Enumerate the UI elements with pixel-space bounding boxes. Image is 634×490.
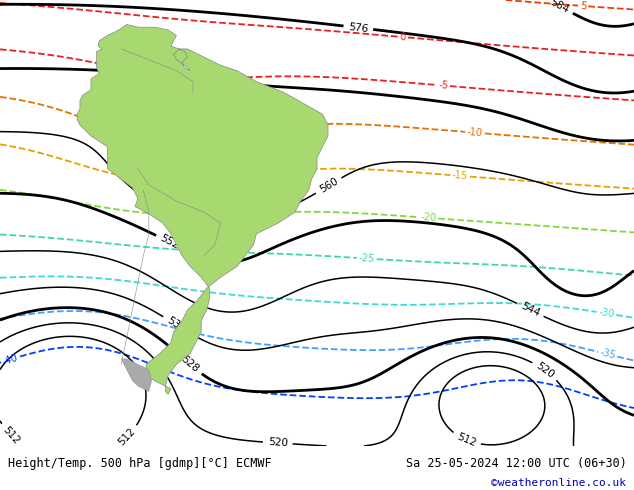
Text: 0: 0 xyxy=(399,32,406,42)
Text: -5: -5 xyxy=(438,80,448,91)
Text: -25: -25 xyxy=(359,253,375,264)
Text: 512: 512 xyxy=(1,425,21,446)
Text: Sa 25-05-2024 12:00 UTC (06+30): Sa 25-05-2024 12:00 UTC (06+30) xyxy=(406,457,626,470)
Text: 512: 512 xyxy=(117,426,138,447)
Text: 560: 560 xyxy=(318,176,340,195)
Text: 520: 520 xyxy=(268,438,288,449)
Text: ©weatheronline.co.uk: ©weatheronline.co.uk xyxy=(491,478,626,488)
Text: 576: 576 xyxy=(348,22,369,34)
Text: 5: 5 xyxy=(579,1,586,11)
Text: -40: -40 xyxy=(2,352,20,367)
Text: -10: -10 xyxy=(467,127,483,138)
Text: -15: -15 xyxy=(452,170,469,181)
Polygon shape xyxy=(121,359,152,392)
Text: Height/Temp. 500 hPa [gdmp][°C] ECMWF: Height/Temp. 500 hPa [gdmp][°C] ECMWF xyxy=(8,457,271,470)
Polygon shape xyxy=(77,24,328,394)
Text: 536: 536 xyxy=(165,315,187,334)
Text: -20: -20 xyxy=(420,212,437,223)
Text: 528: 528 xyxy=(179,354,201,375)
Text: 512: 512 xyxy=(455,432,477,448)
Text: 544: 544 xyxy=(519,301,541,318)
Text: -35: -35 xyxy=(598,347,616,361)
Text: 520: 520 xyxy=(534,361,556,380)
Text: 552: 552 xyxy=(158,233,181,251)
Text: -30: -30 xyxy=(598,307,615,319)
Text: 568: 568 xyxy=(254,179,276,198)
Text: 568: 568 xyxy=(197,74,218,86)
Text: 584: 584 xyxy=(548,0,571,15)
